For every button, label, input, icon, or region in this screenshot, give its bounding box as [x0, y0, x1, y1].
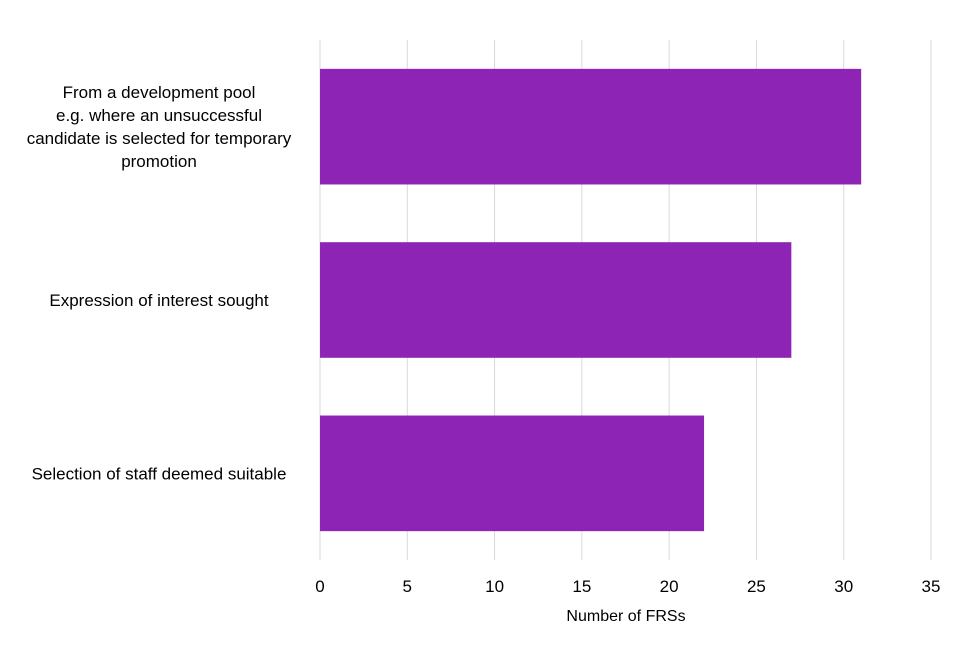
- bars: [320, 68, 862, 532]
- category-label-line: Selection of staff deemed suitable: [32, 464, 287, 483]
- bar-3: [320, 415, 705, 532]
- x-axis-title: Number of FRSs: [566, 608, 685, 625]
- category-label-3: Selection of staff deemed suitable: [32, 464, 287, 483]
- category-label-line: e.g. where an unsuccessful: [56, 106, 262, 125]
- category-label-line: candidate is selected for temporary: [27, 129, 292, 148]
- x-tick-labels: 0 5 10 15 20 25 30 35: [315, 577, 940, 596]
- category-label-2: Expression of interest sought: [49, 291, 269, 310]
- category-label-1: From a development pool e.g. where an uns…: [27, 83, 292, 171]
- x-tick-label: 5: [403, 577, 412, 596]
- bar-1: [320, 68, 862, 185]
- category-label-line: Expression of interest sought: [49, 291, 269, 310]
- category-labels: From a development pool e.g. where an uns…: [27, 83, 292, 483]
- x-tick-label: 35: [922, 577, 941, 596]
- x-tick-label: 0: [315, 577, 324, 596]
- x-tick-label: 30: [834, 577, 853, 596]
- category-label-line: From a development pool: [63, 83, 256, 102]
- x-tick-label: 20: [660, 577, 679, 596]
- category-label-line: promotion: [121, 152, 197, 171]
- x-tick-label: 25: [747, 577, 766, 596]
- bar-2: [320, 242, 792, 358]
- x-tick-label: 10: [485, 577, 504, 596]
- x-tick-label: 15: [572, 577, 591, 596]
